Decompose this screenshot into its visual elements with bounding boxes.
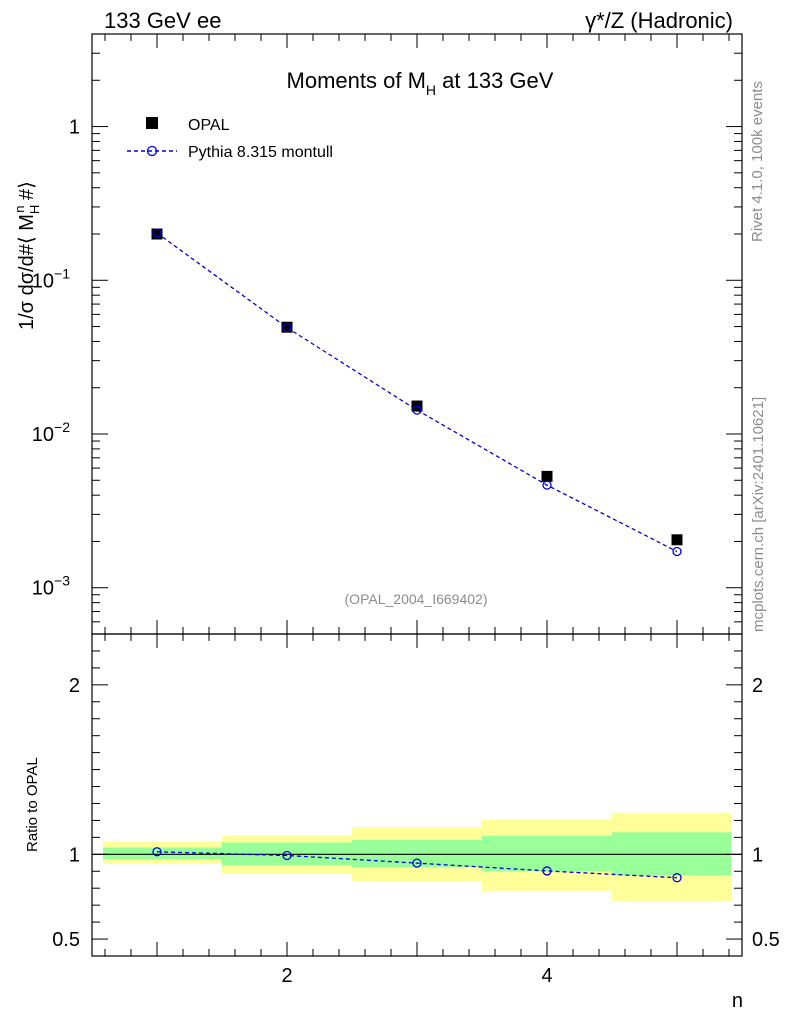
y-label-superscript: n — [12, 206, 27, 213]
header-left-label: 133 GeV ee — [104, 8, 221, 33]
pythia-point-3 — [412, 405, 422, 415]
ratio-uncertainty-bands — [103, 812, 731, 901]
ratio-tick-label-left: 2 — [69, 675, 80, 697]
pythia-point-5 — [672, 546, 682, 557]
plot-title-tail: at 133 GeV — [436, 68, 554, 93]
legend-marker-pythia — [146, 145, 158, 157]
y-tick-label-base: 10 — [32, 578, 54, 600]
plot-title-main: Moments of M — [287, 68, 426, 93]
opal-point-5 — [671, 534, 683, 546]
ratio-plot-frame — [91, 633, 743, 957]
pythia-ratio-point-2 — [282, 850, 292, 861]
x-tick-label: 4 — [541, 965, 552, 987]
pythia-point-2 — [282, 322, 292, 333]
ratio-tick-label-left: 1 — [69, 844, 80, 866]
plot-title-subscript: H — [426, 82, 436, 98]
x-axis-label: n — [732, 990, 743, 1012]
data-points — [151, 228, 683, 883]
ratio-tick-label-right: 0.5 — [752, 929, 780, 951]
pythia-ratio-line — [156, 851, 678, 879]
legend-label-pythia: Pythia 8.315 montull — [188, 144, 333, 161]
y-tick-label-base: 10 — [32, 424, 54, 446]
pythia-point-4 — [542, 480, 552, 490]
x-tick-label: 2 — [281, 965, 292, 987]
ratio-y-axis-label: Ratio to OPAL — [24, 757, 41, 852]
pythia-main-line — [156, 232, 678, 553]
mcplots-credit-label: mcplots.cern.ch [arXiv:2401.10621] — [750, 397, 767, 632]
ratio-band-inner-1 — [103, 847, 222, 860]
ratio-tick-label-left: 0.5 — [52, 929, 80, 951]
opal-point-1 — [151, 228, 163, 240]
y-tick-label: 10−3 — [32, 573, 70, 600]
pythia-ratio-point-4 — [542, 866, 552, 876]
ratio-tick-label-right: 1 — [752, 844, 763, 866]
y-label-subscript: H — [27, 205, 42, 214]
pythia-series-line — [156, 232, 678, 879]
legend-marker-opal — [146, 117, 158, 129]
y-tick-label: 10−2 — [32, 419, 70, 446]
plot-title: Moments of MH at 133 GeV — [287, 68, 554, 98]
y-tick-label-base: 1 — [69, 117, 80, 139]
legend-label-opal: OPAL — [188, 117, 230, 134]
y-label-main: 1/σ dσ/d#⟨ M — [16, 214, 38, 330]
pythia-ratio-point-5 — [672, 873, 682, 883]
y-tick-label-exponent: −1 — [54, 265, 70, 281]
y-tick-label-base: 10 — [32, 270, 54, 292]
y-label-tail: #⟩ — [16, 181, 38, 205]
ratio-band-inner-4 — [482, 835, 612, 872]
rivet-version-label: Rivet 4.1.0, 100k events — [749, 81, 766, 242]
y-tick-label: 1 — [69, 117, 80, 139]
pythia-ratio-point-3 — [412, 858, 422, 868]
pythia-ratio-point-1 — [152, 847, 162, 857]
y-tick-label: 10−1 — [32, 265, 70, 292]
analysis-id-label: (OPAL_2004_I669402) — [345, 591, 488, 607]
axis-ticks — [92, 33, 742, 957]
main-y-axis-label: 1/σ dσ/d#⟨ MHn #⟩ — [12, 181, 42, 330]
opal-point-2 — [281, 321, 293, 333]
legend: OPAL Pythia 8.315 montull — [127, 117, 333, 161]
opal-point-4 — [541, 470, 553, 482]
ratio-tick-label-right: 2 — [752, 675, 763, 697]
y-tick-label-exponent: −2 — [54, 419, 70, 435]
pythia-point-1 — [152, 228, 162, 238]
header-right-label: γ*/Z (Hadronic) — [585, 8, 733, 33]
y-tick-label-exponent: −3 — [54, 573, 70, 589]
